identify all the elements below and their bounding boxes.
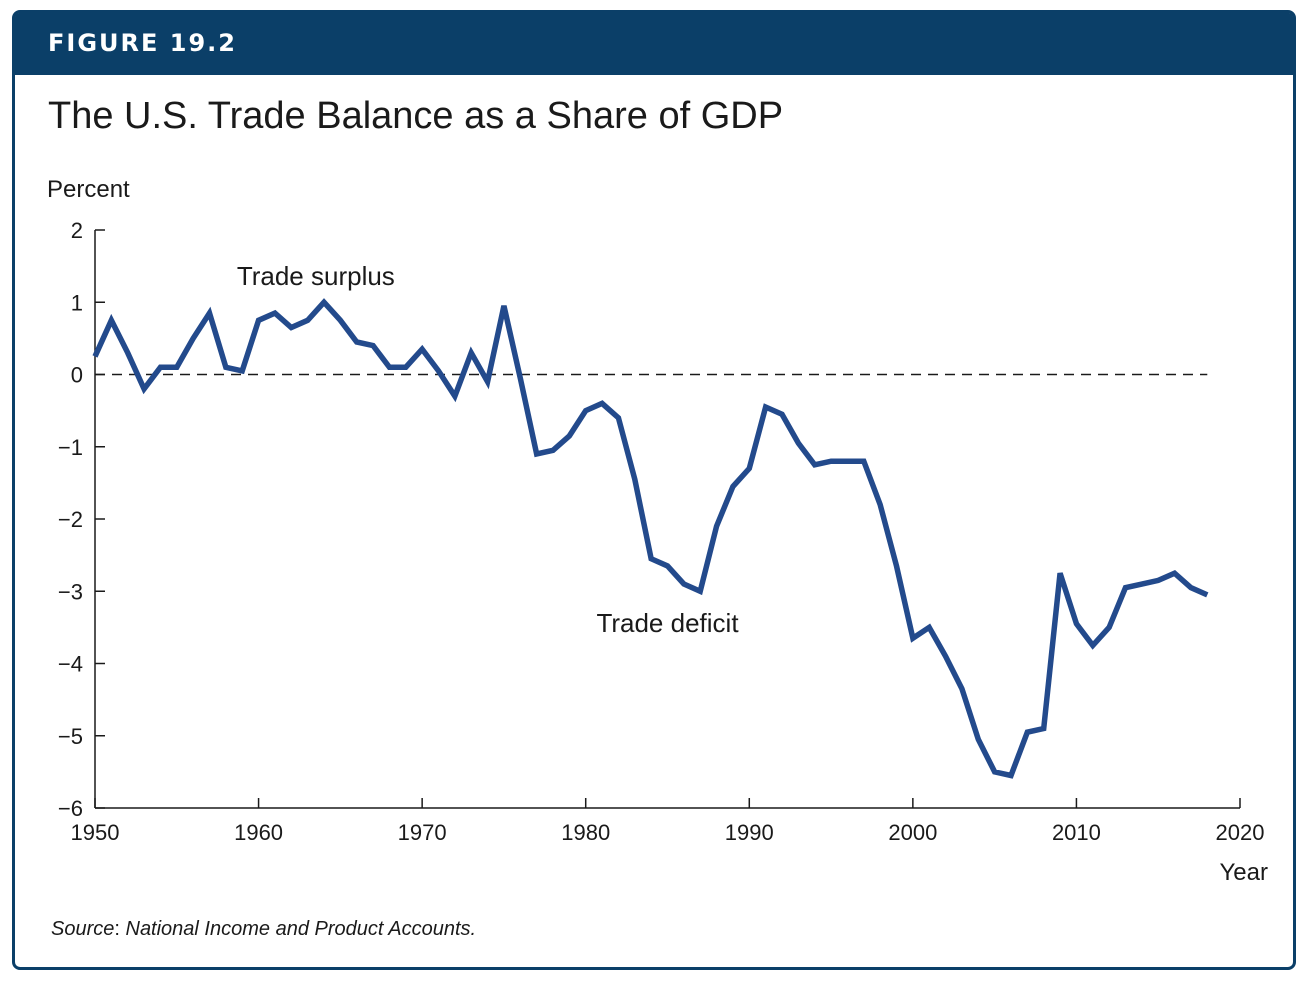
source-text: National Income and Product Accounts. [119, 918, 477, 940]
figure-label: FIGURE 19.2 [48, 29, 237, 57]
x-tick-label: 1990 [725, 820, 774, 845]
x-tick-label: 1980 [561, 820, 610, 845]
source-prefix: Source [51, 918, 115, 940]
x-axis-label: Year [1220, 859, 1269, 886]
x-tick-label: 1970 [398, 820, 447, 845]
x-tick-label: 2010 [1052, 820, 1101, 845]
annotation-label: Trade surplus [237, 261, 395, 291]
chart-labels-group: Trade surplus Trade deficit [237, 261, 739, 638]
x-tick-label: 1950 [71, 820, 120, 845]
y-tick-label: −2 [58, 507, 83, 532]
y-tick-label: −3 [58, 579, 83, 604]
y-tick-label: −4 [58, 652, 83, 677]
source-separator: : [114, 918, 120, 940]
y-tick-label: −6 [58, 796, 83, 821]
chart-title: The U.S. Trade Balance as a Share of GDP [48, 95, 784, 137]
annotation-label: Trade deficit [596, 608, 739, 638]
x-tick-label: 1960 [234, 820, 283, 845]
x-tick-label: 2020 [1216, 820, 1265, 845]
y-tick-label: −1 [58, 435, 83, 460]
y-tick-label: 1 [71, 290, 83, 315]
trade-balance-line [92, 298, 1209, 779]
figure-header-bar: FIGURE 19.2 [15, 13, 1293, 75]
y-tick-label: 2 [71, 218, 83, 243]
y-tick-label: 0 [71, 363, 83, 388]
y-tick-label: −5 [58, 724, 83, 749]
series-group [92, 298, 1209, 779]
figure-frame: FIGURE 19.2 The U.S. Trade Balance as a … [12, 10, 1296, 970]
y-axis-label: Percent [47, 176, 130, 203]
chart-source: Source: National Income and Product Acco… [51, 918, 476, 941]
x-tick-label: 2000 [888, 820, 937, 845]
